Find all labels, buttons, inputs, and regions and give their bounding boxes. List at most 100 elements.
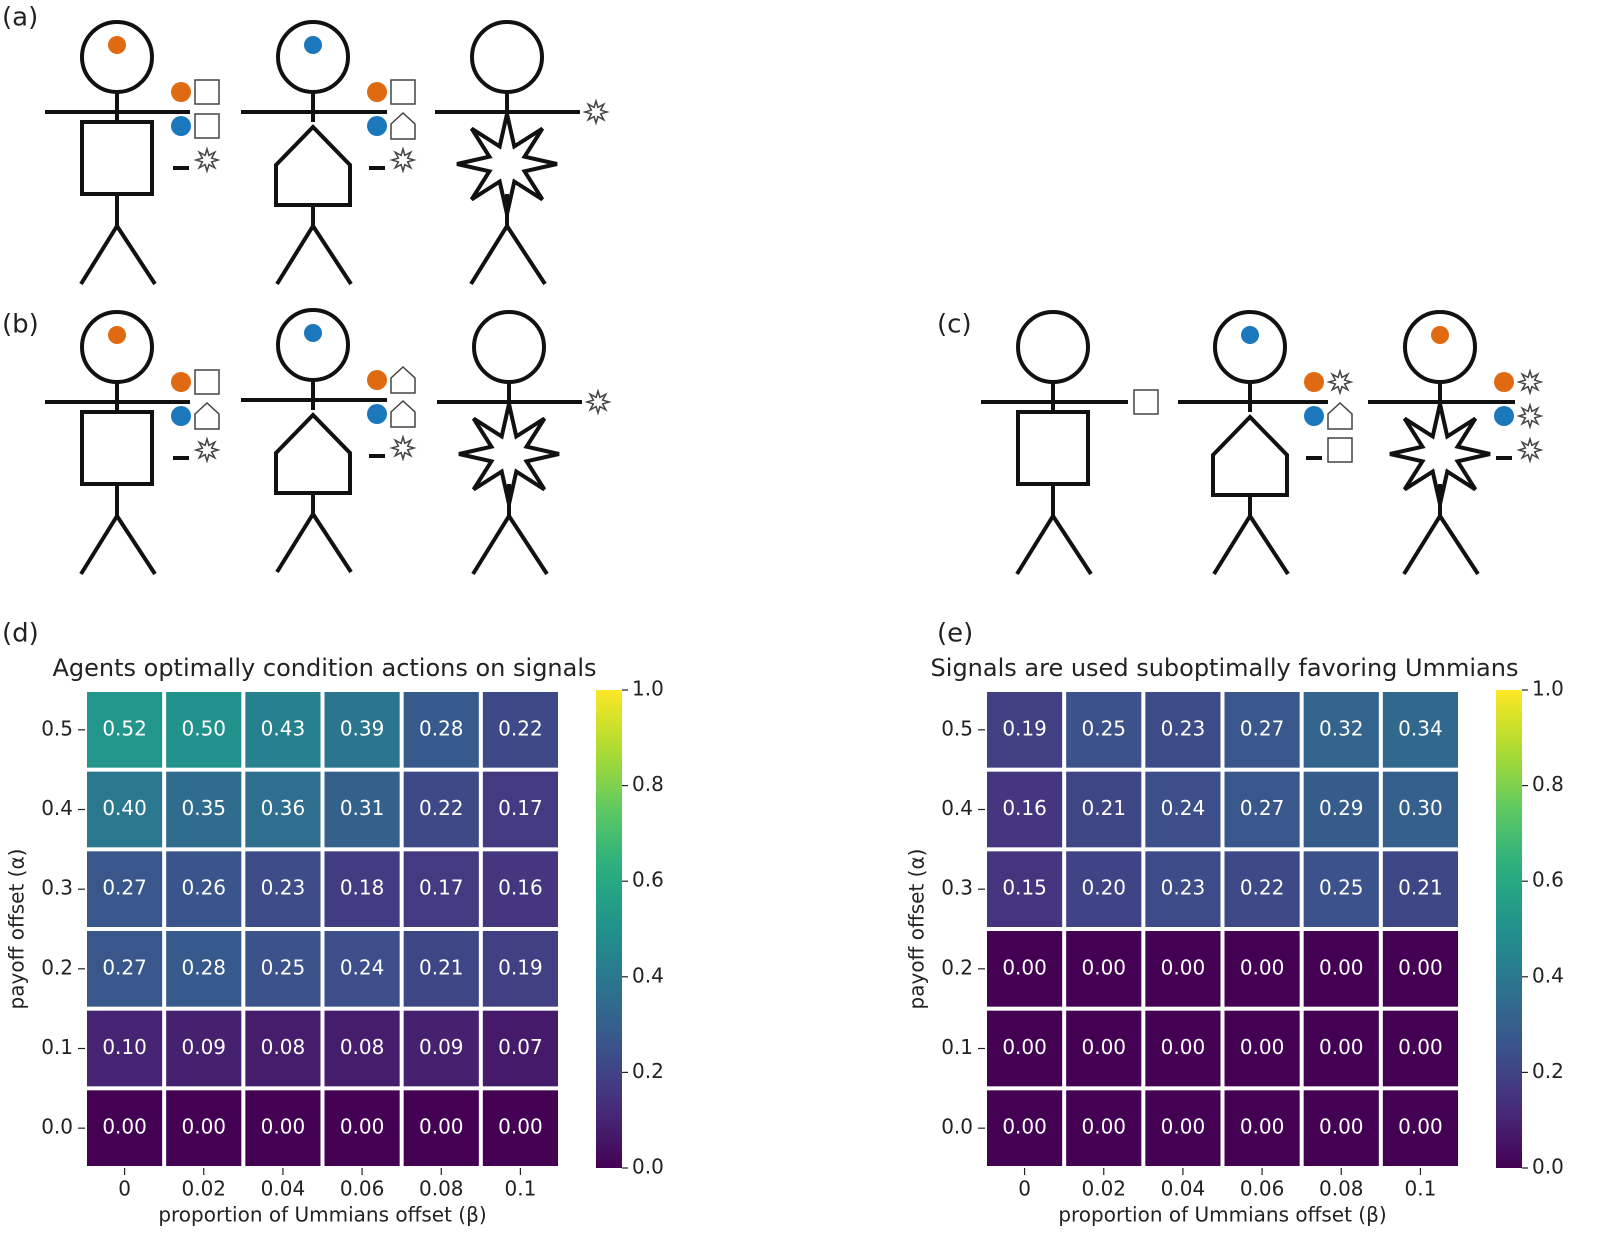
heatmap-cell — [324, 771, 400, 848]
leg — [79, 514, 119, 576]
heatmap-cell — [403, 771, 479, 848]
x-tick-label: 0.1 — [505, 1177, 537, 1201]
cell-label: 0.22 — [1240, 876, 1285, 900]
colorbar-tick-label: 1.0 — [1532, 677, 1564, 701]
cell-label: 0.25 — [1319, 876, 1364, 900]
colorbar-tick-label: 0.2 — [1532, 1059, 1564, 1083]
body — [1211, 414, 1289, 497]
heatmap-cell — [482, 692, 558, 768]
cell-label: 0.25 — [1081, 716, 1126, 740]
colorbar-tick-label: 0.8 — [632, 772, 664, 796]
cell-label: 0.10 — [102, 1035, 147, 1059]
heatmap-cell — [1066, 851, 1142, 927]
heatmap-cell — [1224, 851, 1300, 927]
y-tick-label: 0.5 — [41, 716, 73, 740]
leg — [115, 514, 157, 576]
heatmap-cell — [245, 931, 321, 1007]
cell-label: 0.19 — [498, 955, 543, 979]
colorbar-tick-label: 0.4 — [632, 963, 664, 987]
cell-label: 0.23 — [1161, 716, 1206, 740]
x-tick-label: 0.04 — [261, 1177, 306, 1201]
leg — [275, 224, 315, 286]
x-tick-label: 0 — [1018, 1177, 1031, 1201]
y-tick-label: 0.5 — [941, 716, 973, 740]
icon-star — [1516, 436, 1544, 464]
cell-label: 0.24 — [340, 955, 385, 979]
leg — [507, 514, 549, 576]
icon-house — [390, 111, 416, 140]
heatmap-cell — [1145, 1010, 1221, 1087]
y-tick-label: 0.2 — [941, 955, 973, 979]
cell-label: 0.17 — [498, 796, 543, 820]
leg — [1402, 514, 1442, 576]
heatmap-cell — [1382, 692, 1458, 768]
heatmap-cell — [1382, 851, 1458, 927]
cell-label: 0.00 — [1319, 1035, 1364, 1059]
cell-label: 0.21 — [1081, 796, 1126, 820]
y-tick-label: 0.4 — [41, 796, 73, 820]
heatmap-cell — [403, 1010, 479, 1087]
leg — [469, 224, 509, 286]
y-tick-label: 0.3 — [41, 876, 73, 900]
cell-label: 0.27 — [102, 876, 147, 900]
heatmap-cell — [166, 851, 242, 927]
colorbar-tick-label: 0.2 — [632, 1059, 664, 1083]
icon-square — [194, 79, 220, 105]
cell-label: 0.00 — [181, 1115, 226, 1139]
head-dot — [304, 324, 322, 342]
heatmap-cell — [1224, 692, 1300, 768]
heatmap-cell — [1303, 1010, 1379, 1087]
leg — [1438, 514, 1480, 576]
heatmap-cell — [324, 692, 400, 768]
icon-dot — [367, 116, 387, 136]
icon-dot — [1494, 372, 1514, 392]
heatmap-cell — [166, 1010, 242, 1087]
heatmap-cell — [482, 1090, 558, 1166]
heatmap-cell — [245, 1090, 321, 1166]
heatmap-cell — [987, 1010, 1063, 1087]
icon-dot — [367, 370, 387, 390]
heatmap-cell — [1382, 931, 1458, 1007]
heatmap-cell — [1066, 931, 1142, 1007]
y-tick-label: 0.0 — [941, 1115, 973, 1139]
heatmap-cell — [245, 692, 321, 768]
heatmap-cell — [1145, 851, 1221, 927]
heatmap-cell — [1382, 1090, 1458, 1166]
chart-title: Signals are used suboptimally favoring U… — [931, 654, 1519, 682]
cell-label: 0.20 — [1081, 876, 1126, 900]
cell-label: 0.00 — [102, 1115, 147, 1139]
icon-house — [194, 401, 220, 430]
cell-label: 0.00 — [340, 1115, 385, 1139]
stick-figures — [45, 20, 1544, 576]
head — [1403, 310, 1477, 384]
heatmap-cell — [403, 1090, 479, 1166]
icon-house — [390, 399, 416, 428]
heatmap-cell — [324, 851, 400, 927]
heatmap-cell — [245, 851, 321, 927]
cell-label: 0.28 — [419, 716, 464, 740]
cell-label: 0.00 — [498, 1115, 543, 1139]
cell-label: 0.00 — [1240, 1115, 1285, 1139]
cell-label: 0.16 — [498, 876, 543, 900]
cell-label: 0.07 — [498, 1035, 543, 1059]
cell-label: 0.00 — [1240, 1035, 1285, 1059]
cell-label: 0.27 — [1240, 716, 1285, 740]
head — [472, 310, 546, 384]
x-tick-label: 0.02 — [1081, 1177, 1126, 1201]
icon-star — [193, 436, 221, 464]
y-tick-label: 0.0 — [41, 1115, 73, 1139]
head — [276, 20, 350, 94]
cell-label: 0.00 — [419, 1115, 464, 1139]
icon-star — [584, 388, 612, 416]
x-axis-label: proportion of Ummians offset (β) — [1058, 1203, 1386, 1227]
cell-label: 0.18 — [340, 876, 385, 900]
cell-label: 0.26 — [181, 876, 226, 900]
heatmap-cell — [403, 692, 479, 768]
body — [80, 410, 154, 486]
x-tick-label: 0 — [118, 1177, 131, 1201]
cell-label: 0.00 — [1081, 955, 1126, 979]
heatmap-cell — [1145, 1090, 1221, 1166]
cell-label: 0.27 — [102, 955, 147, 979]
leg — [1248, 514, 1290, 576]
